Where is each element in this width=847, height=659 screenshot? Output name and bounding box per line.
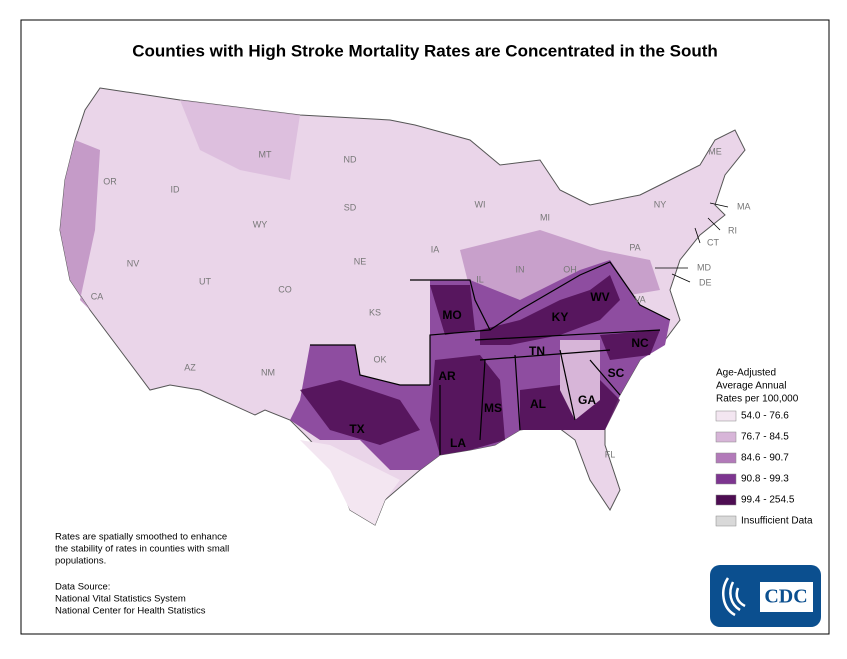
legend-swatch [715, 473, 737, 485]
source-text: National Vital Statistics System [55, 594, 186, 605]
us-map: MO KY WV AR TN NC SC MS AL GA LA TX MT ND OR ID WY SD WI MI… [59, 87, 751, 526]
note-text: the stability of rates in counties with … [55, 544, 229, 555]
legend-title: Age-Adjusted [716, 368, 776, 379]
state-label: OH [563, 264, 577, 274]
legend-title: Average Annual [716, 381, 786, 392]
west-coast-region [60, 140, 110, 330]
legend: Age-Adjusted Average Annual Rates per 100,… [715, 368, 813, 527]
logo-text: CDC [764, 586, 807, 608]
south-texas-region [300, 440, 400, 525]
state-label: NV [127, 258, 140, 268]
note-text: populations. [55, 556, 106, 567]
state-label: CO [278, 284, 292, 294]
legend-swatch [715, 494, 737, 506]
state-label: SD [344, 202, 357, 212]
legend-swatch [715, 452, 737, 464]
state-label: MI [540, 212, 550, 222]
notes: Rates are spatially smoothed to enhancet… [55, 532, 229, 617]
state-label: KY [552, 310, 569, 324]
logo-plate [760, 582, 813, 612]
state-border [310, 344, 430, 386]
state-label: WI [475, 199, 486, 209]
state-label: AL [530, 397, 546, 411]
leader-lines [655, 202, 729, 283]
state-label: WY [253, 219, 268, 229]
state-label: MD [697, 262, 711, 272]
legend-swatch [715, 515, 737, 527]
legend-label: 90.8 - 99.3 [741, 474, 789, 485]
state-label: LA [450, 436, 466, 450]
state-label: NM [261, 367, 275, 377]
state-label: AR [438, 369, 456, 383]
legend-swatch [715, 410, 737, 422]
state-label: IN [516, 264, 525, 274]
state-label: DE [699, 277, 712, 287]
state-label: OK [373, 354, 386, 364]
state-borders [310, 261, 671, 455]
source-text: Data Source: [55, 582, 110, 593]
state-border [439, 329, 661, 455]
state-label: OR [103, 176, 117, 186]
state-label: RI [728, 225, 737, 235]
state-label: FL [605, 449, 616, 459]
state-label: IA [431, 244, 440, 254]
state-label: KS [369, 307, 381, 317]
state-label: UT [199, 276, 211, 286]
legend-label: 84.6 - 90.7 [741, 453, 789, 464]
state-label: NC [631, 336, 649, 350]
state-label: NE [354, 256, 367, 266]
logo-emblem [722, 577, 746, 617]
legend-label: Insufficient Data [741, 516, 813, 527]
source-text: National Center for Health Statistics [55, 606, 206, 617]
legend-label: 54.0 - 76.6 [741, 411, 789, 422]
state-label: ID [171, 184, 181, 194]
leader-line [707, 217, 721, 231]
state-label: TX [349, 422, 364, 436]
state-label: MS [484, 401, 502, 415]
leader-line [709, 202, 729, 208]
state-label: PA [629, 242, 640, 252]
state-label: ND [344, 154, 357, 164]
note-text: Rates are spatially smoothed to enhance [55, 532, 227, 543]
legend-swatch [715, 431, 737, 443]
title: Counties with High Stroke Mortality Rate… [132, 41, 718, 60]
state-label: WV [590, 290, 609, 304]
state-label: CA [91, 291, 104, 301]
state-label: AZ [184, 362, 196, 372]
state-border [410, 279, 491, 385]
northwest-region [180, 100, 300, 180]
legend-label: 76.7 - 84.5 [741, 432, 789, 443]
state-label: MT [259, 149, 272, 159]
state-label: NY [654, 199, 667, 209]
state-label: MA [737, 201, 751, 211]
state-label: GA [578, 393, 596, 407]
state-label: SC [608, 366, 625, 380]
state-label: ME [708, 146, 722, 156]
cdc-logo: CDC [710, 565, 821, 627]
leader-line [671, 273, 691, 283]
state-label: CT [707, 237, 719, 247]
state-label: VA [634, 294, 645, 304]
state-border [489, 261, 671, 331]
leader-line [694, 227, 701, 244]
state-label: IL [476, 274, 484, 284]
state-label: MO [442, 308, 461, 322]
legend-label: 99.4 - 254.5 [741, 495, 795, 506]
legend-title: Rates per 100,000 [716, 394, 799, 405]
state-label: TN [529, 344, 545, 358]
